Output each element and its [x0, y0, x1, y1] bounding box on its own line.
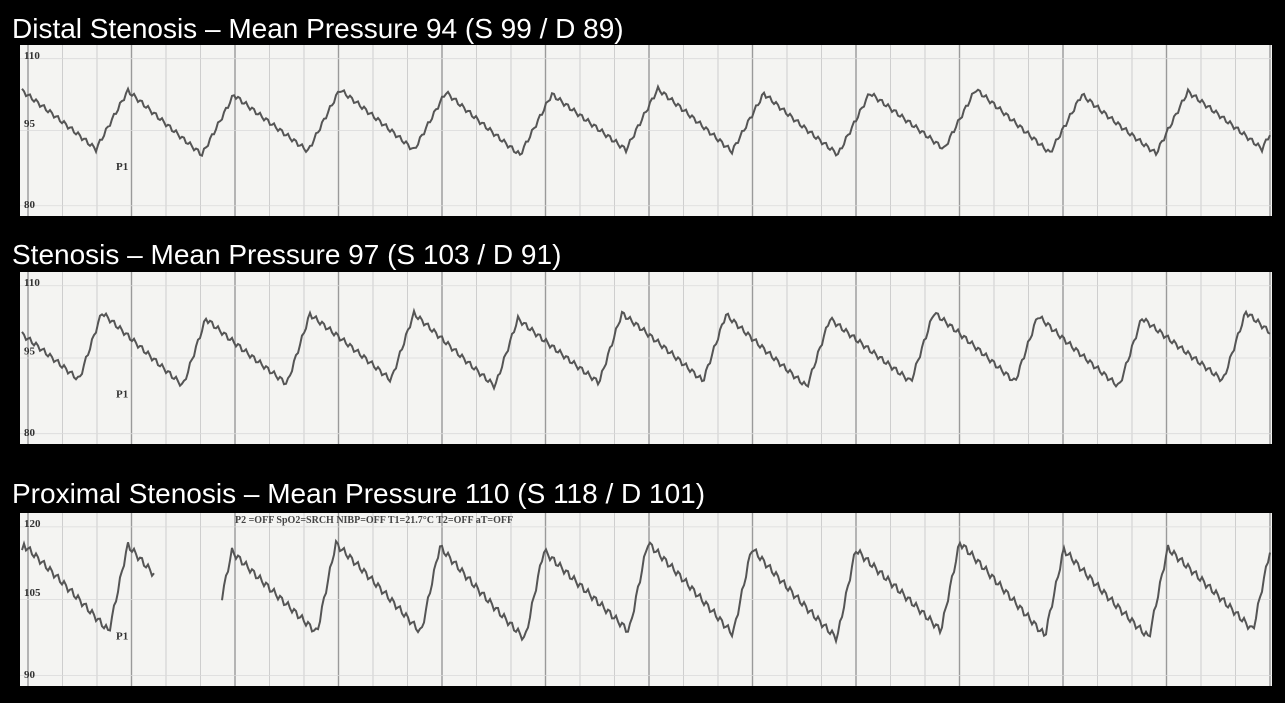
channel-label: P1	[116, 161, 128, 173]
scale-label: 120	[24, 518, 41, 530]
scale-label: 80	[24, 427, 36, 439]
scale-label: 95	[24, 118, 36, 130]
scale-label: 110	[24, 277, 40, 289]
panel: Stenosis – Mean Pressure 97 (S 103 / D 9…	[12, 239, 1272, 444]
panel-title: Proximal Stenosis – Mean Pressure 110 (S…	[12, 478, 705, 509]
panel: Distal Stenosis – Mean Pressure 94 (S 99…	[12, 13, 1272, 216]
scale-label: 110	[24, 50, 40, 62]
scale-label: 95	[24, 346, 36, 358]
channel-label: P1	[116, 389, 128, 401]
scale-label: 80	[24, 199, 36, 211]
channel-label: P1	[116, 630, 128, 642]
scale-label: 90	[24, 669, 36, 681]
panel-title: Stenosis – Mean Pressure 97 (S 103 / D 9…	[12, 239, 561, 270]
panel-title: Distal Stenosis – Mean Pressure 94 (S 99…	[12, 13, 624, 44]
figure: Distal Stenosis – Mean Pressure 94 (S 99…	[0, 0, 1285, 703]
page: {"panels": [ {"title": "Distal Stenosis …	[0, 0, 1285, 703]
monitor-header: P2 =OFF SpO2=SRCH NIBP=OFF T1=21.7°C T2=…	[235, 515, 513, 526]
scale-label: 105	[24, 587, 41, 599]
panel: Proximal Stenosis – Mean Pressure 110 (S…	[12, 478, 1272, 686]
